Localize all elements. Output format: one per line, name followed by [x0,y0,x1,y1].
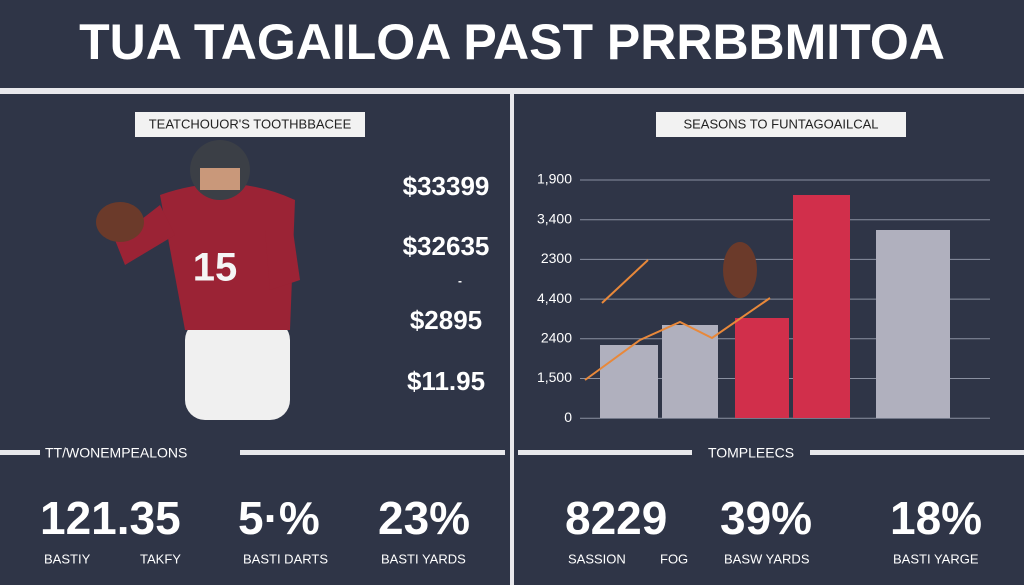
stat-value: $2895 [410,305,482,335]
stat-value: 121.35 [40,492,181,544]
bars [584,195,950,418]
stat-value: 18% [890,492,982,544]
section-label-bg [40,443,240,463]
panel-label: TEATCHOUOR'S TOOTHBBACEE [149,116,352,131]
divider [510,94,514,585]
stat-label: BASTIY [44,551,91,566]
stat-value: 39% [720,492,812,544]
panel-label-box [656,112,906,137]
stat-value: $11.95 [407,366,485,396]
panel-label: SEASONS TO FUNTAGOAILCAL [683,116,878,131]
stat-label: TAKFY [140,551,181,566]
jersey-number: 15 [193,246,238,290]
axis-label: 2300 [541,250,572,266]
section-rule [0,450,505,455]
title: TUA TAGAILOA PAST PRRBBMITOA [79,14,945,70]
stat-label: BASW YARDS [724,551,810,566]
player-figure: 15 [96,140,300,420]
axis-label: 1,900 [537,171,572,187]
panel-label-box [135,112,365,137]
axis-label: 2400 [541,330,572,346]
axis-label: 1,500 [537,369,572,385]
stat-value: 8229 [565,492,667,544]
axis-label: 3,400 [537,210,572,226]
stat-label: BASTI DARTS [243,551,328,566]
stat-value: $33399 [403,171,490,201]
section-label: TT/WONEMPEALONS [45,445,187,461]
stat-label: BASTI YARGE [893,551,979,566]
stat-value: 5·% [238,492,320,544]
stat-value: - [458,274,462,288]
stat-value: 23% [378,492,470,544]
stat-label: SASSION [568,551,626,566]
stat-label: FOG [660,551,688,566]
axis-label: 4,400 [537,290,572,306]
section-label: TOMPLEECS [708,445,794,461]
header-rule [0,88,1024,94]
stat-value: $32635 [403,231,490,261]
section-label-bg [692,443,810,463]
axis-label: 0 [564,409,572,425]
stat-label: BASTI YARDS [381,551,466,566]
